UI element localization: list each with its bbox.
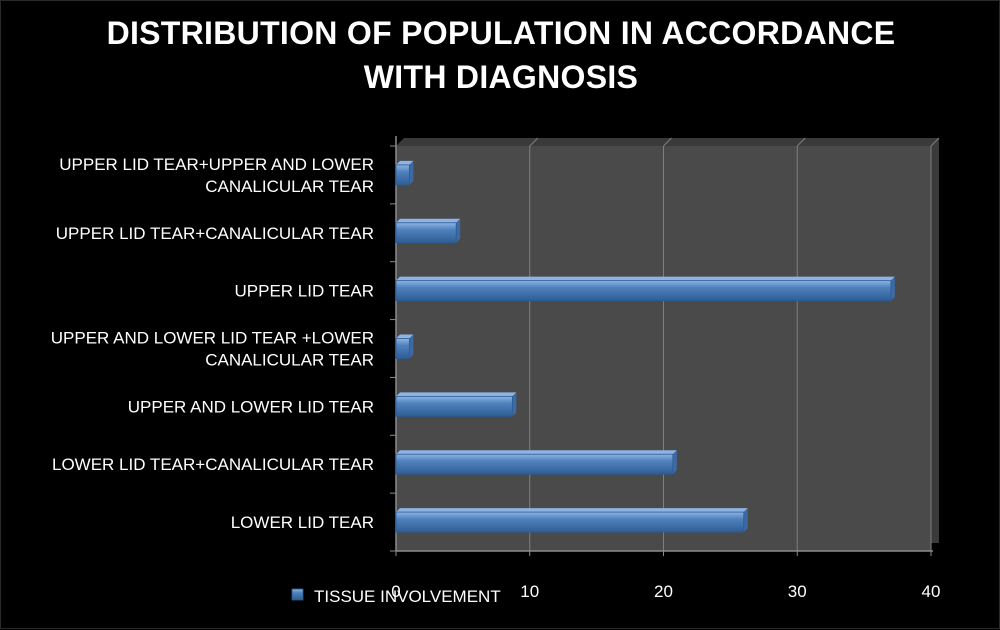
bar xyxy=(395,280,892,302)
chart-title-line-1: DISTRIBUTION OF POPULATION IN ACCORDANCE xyxy=(106,15,896,51)
x-tick-label: 10 xyxy=(520,582,539,601)
category-label: UPPER AND LOWER LID TEAR xyxy=(128,397,374,416)
category-label: LOWER LID TEAR xyxy=(231,513,374,532)
chart-title: DISTRIBUTION OF POPULATION IN ACCORDANCE… xyxy=(1,11,1000,99)
bar-side-face xyxy=(409,160,414,185)
bar-side-face xyxy=(743,508,748,533)
bar-top-face xyxy=(396,508,748,513)
bar xyxy=(395,338,410,359)
category-label: CANALICULAR TEAR xyxy=(205,351,374,370)
bar-side-face xyxy=(409,334,414,359)
category-label: UPPER LID TEAR+CANALICULAR TEAR xyxy=(56,224,374,243)
x-tick-label: 40 xyxy=(922,582,941,601)
bar-top-face xyxy=(396,276,895,281)
bar-top-face xyxy=(396,160,414,165)
category-label: UPPER LID TEAR xyxy=(234,282,374,301)
gridline-top xyxy=(663,137,672,147)
bar-side-face xyxy=(512,392,517,417)
bar-top-face xyxy=(396,218,461,223)
bar xyxy=(395,511,745,533)
bar xyxy=(395,395,513,417)
x-tick-label: 20 xyxy=(654,582,673,601)
bar xyxy=(395,453,674,475)
bar-side-face xyxy=(672,450,677,475)
category-label: UPPER LID TEAR+UPPER AND LOWER xyxy=(59,155,374,174)
bar xyxy=(395,222,457,244)
gridline-top xyxy=(529,137,539,147)
x-tick-label: 0 xyxy=(391,582,400,601)
legend-label: TISSUE INVOLVEMENT xyxy=(314,587,501,606)
category-label: CANALICULAR TEAR xyxy=(205,177,374,196)
bar-side-face xyxy=(456,218,461,243)
gridline-top xyxy=(930,137,940,147)
bar-side-face xyxy=(890,276,895,301)
chart-title-line-2: WITH DIAGNOSIS xyxy=(363,59,639,95)
legend-swatch xyxy=(291,588,304,601)
gridline-top xyxy=(796,137,806,147)
category-label: UPPER AND LOWER LID TEAR +LOWER xyxy=(51,329,374,348)
bar-top-face xyxy=(396,450,677,455)
bar-top-face xyxy=(396,334,414,339)
bar xyxy=(395,164,410,186)
category-label: LOWER LID TEAR+CANALICULAR TEAR xyxy=(52,455,374,474)
x-tick-label: 30 xyxy=(788,582,807,601)
bar-top-face xyxy=(396,392,517,397)
